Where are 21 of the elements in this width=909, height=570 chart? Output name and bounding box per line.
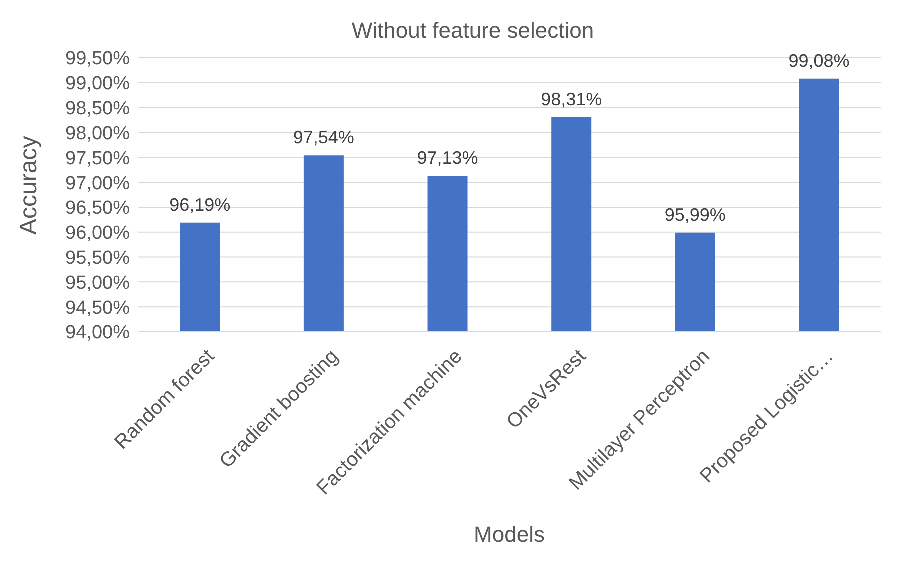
data-label: 97,54% bbox=[293, 128, 354, 148]
y-tick-label: 97,50% bbox=[66, 148, 130, 170]
y-axis-title: Accuracy bbox=[16, 136, 43, 235]
y-tick-label: 99,00% bbox=[66, 74, 130, 95]
data-label: 95,99% bbox=[664, 204, 726, 225]
y-tick-label: 98,50% bbox=[66, 98, 130, 120]
data-label: 99,08% bbox=[788, 50, 850, 71]
y-tick-label: 94,50% bbox=[66, 298, 130, 319]
data-label: 98,31% bbox=[541, 89, 602, 110]
x-axis-title: Models bbox=[474, 522, 545, 547]
y-tick-label: 95,50% bbox=[66, 248, 130, 270]
y-tick-label: 97,00% bbox=[66, 173, 130, 194]
y-tick-label: 99,50% bbox=[66, 48, 130, 70]
y-tick-label: 96,50% bbox=[66, 198, 130, 220]
data-label: 96,19% bbox=[170, 194, 231, 215]
y-tick-label: 94,00% bbox=[66, 322, 130, 344]
data-label: 97,13% bbox=[417, 148, 478, 168]
chart-title: Without feature selection bbox=[352, 18, 594, 43]
y-tick-label: 95,00% bbox=[66, 272, 130, 294]
y-tick-label: 98,00% bbox=[66, 123, 130, 144]
y-tick-label: 96,00% bbox=[66, 223, 130, 244]
